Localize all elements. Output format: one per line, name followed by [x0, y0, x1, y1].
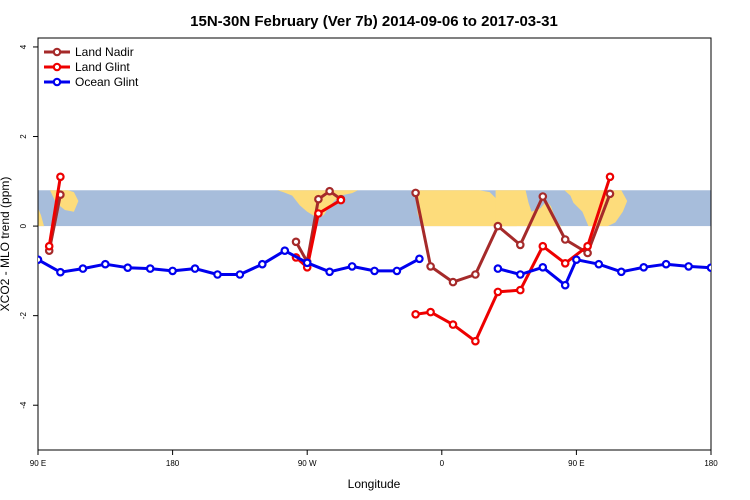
data-point: [56, 267, 65, 277]
data-point: [515, 270, 525, 279]
data-point: [190, 264, 200, 273]
map-land-arabia-india: [495, 190, 562, 227]
data-point: [515, 285, 525, 295]
series: [38, 172, 711, 346]
data-point: [370, 266, 379, 276]
map-land-africa-east-pacific: [38, 208, 44, 227]
legend-item: Land Nadir: [44, 45, 134, 59]
chart-title: 15N-30N February (Ver 7b) 2014-09-06 to …: [190, 13, 558, 30]
legend-label: Land Nadir: [75, 45, 134, 59]
data-point: [493, 264, 503, 273]
data-point: [280, 246, 290, 256]
data-point: [560, 235, 570, 244]
series-ocean-glint: [38, 246, 711, 290]
legend-marker: [52, 62, 62, 72]
x-tick-label: 90 E: [568, 459, 584, 468]
x-tick-label: 90 E: [30, 459, 46, 468]
series-line: [414, 192, 612, 284]
data-point: [325, 186, 334, 196]
series-line: [415, 176, 612, 343]
data-point: [291, 237, 301, 247]
data-point: [336, 195, 346, 205]
data-point: [78, 264, 88, 273]
data-point: [314, 194, 323, 204]
data-point: [325, 267, 334, 277]
data-point: [560, 258, 570, 268]
y-tick-label: 4: [19, 44, 28, 49]
data-point: [684, 262, 693, 271]
data-point: [583, 241, 592, 251]
axes: 90 E 180 90 W 0 90 E 180 -4 -2 0 2 4: [19, 44, 718, 468]
y-tick-label: -4: [19, 401, 28, 409]
data-point: [538, 192, 548, 201]
data-point: [145, 264, 155, 273]
data-point: [347, 262, 357, 271]
data-point: [639, 262, 649, 272]
data-point: [411, 309, 420, 319]
data-point: [302, 258, 312, 268]
legend-label: Land Glint: [75, 60, 130, 74]
data-point: [38, 255, 43, 264]
plot-frame: [37, 37, 712, 451]
x-tick-label: 180: [166, 459, 180, 468]
data-point: [411, 188, 420, 198]
map-land-southeast-asia: [564, 190, 628, 227]
data-point: [583, 248, 592, 258]
x-tick-label: 0: [440, 459, 445, 468]
data-point: [426, 307, 435, 317]
data-point: [560, 280, 570, 290]
data-point: [44, 241, 54, 251]
x-tick-label: 90 W: [298, 459, 317, 468]
data-point: [661, 259, 671, 269]
data-point: [538, 262, 548, 272]
data-point: [101, 259, 110, 269]
data-point: [594, 259, 604, 269]
series-line: [497, 258, 711, 287]
legend-label: Ocean Glint: [75, 75, 139, 89]
y-tick-label: 2: [19, 134, 28, 139]
data-point: [235, 270, 245, 279]
y-axis-label: XCO2 - MLO trend (ppm): [0, 177, 12, 312]
data-point: [448, 320, 458, 329]
x-tick-label: 180: [704, 459, 718, 468]
data-point: [493, 221, 503, 231]
data-point: [605, 172, 615, 182]
data-point: [392, 266, 402, 276]
data-point: [616, 267, 626, 277]
legend-item: Ocean Glint: [44, 75, 139, 89]
data-point: [213, 270, 222, 279]
series-land-glint: [44, 172, 615, 346]
series-line: [38, 249, 421, 276]
y-tick-label: -2: [19, 312, 28, 320]
series-line: [295, 198, 342, 269]
data-point: [572, 255, 581, 265]
data-point: [605, 189, 615, 199]
data-point: [168, 266, 177, 276]
legend-marker: [52, 77, 62, 87]
data-point: [426, 262, 435, 271]
legend-item: Land Glint: [44, 60, 130, 74]
data-point: [471, 336, 480, 346]
series-line: [47, 176, 62, 247]
data-point: [56, 172, 65, 182]
data-point: [493, 287, 503, 297]
data-point: [471, 270, 480, 279]
data-point: [123, 263, 133, 273]
data-point: [538, 241, 548, 251]
x-axis-label: Longitude: [348, 477, 401, 491]
data-point: [314, 209, 323, 218]
data-point: [448, 277, 458, 287]
data-point: [706, 263, 711, 272]
map-land-north-africa: [416, 190, 520, 227]
data-point: [515, 240, 525, 250]
legend-marker: [52, 47, 62, 57]
y-tick-label: 0: [19, 223, 28, 228]
data-point: [257, 259, 267, 269]
data-point: [415, 254, 424, 264]
